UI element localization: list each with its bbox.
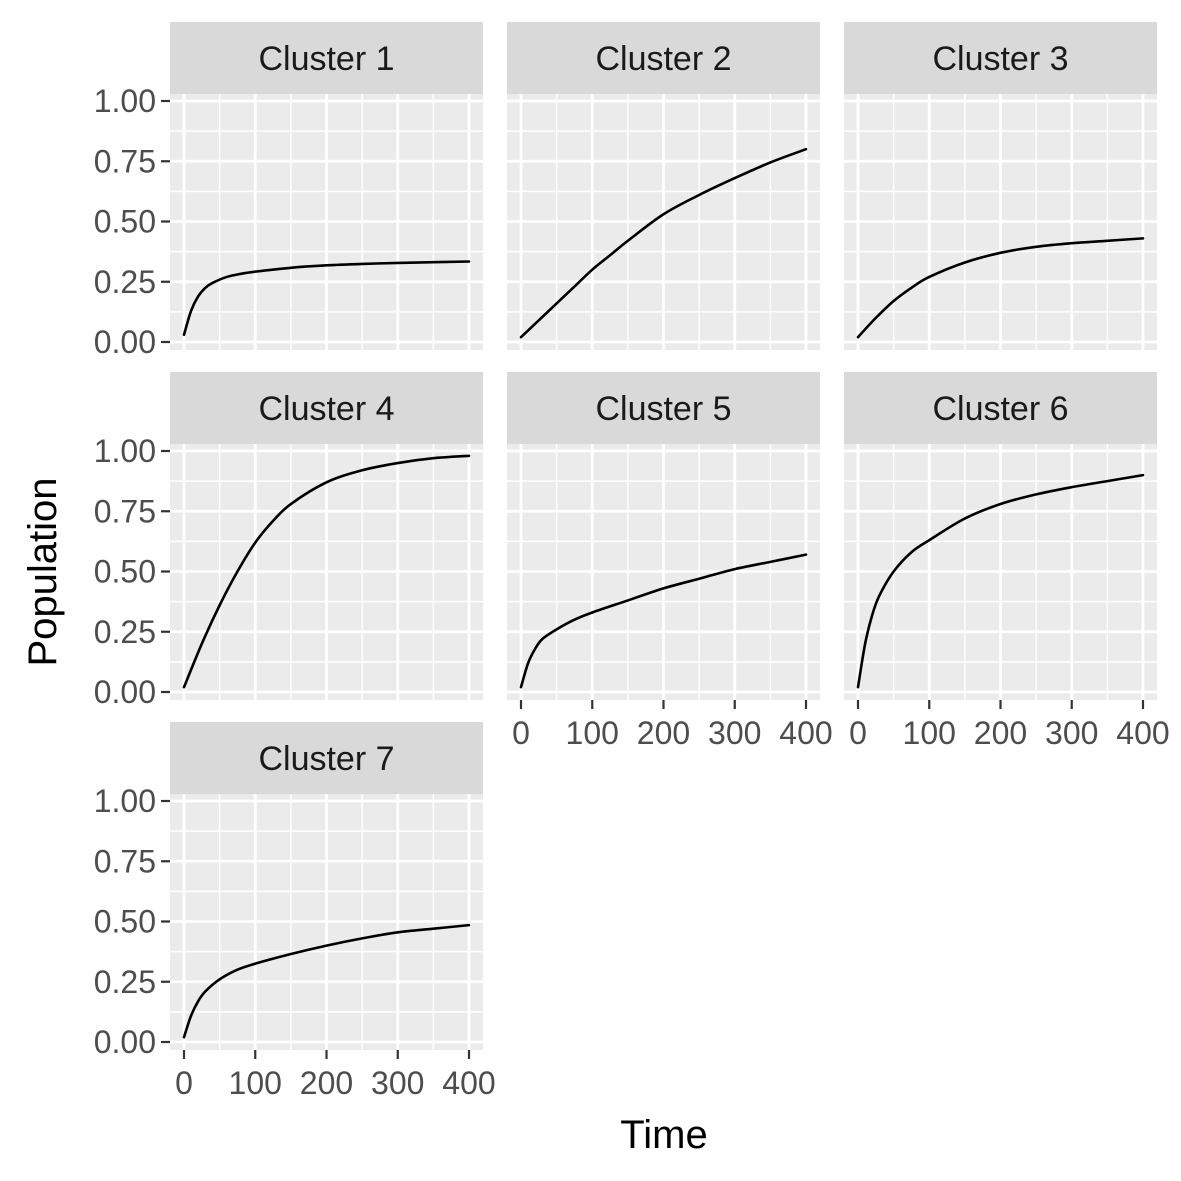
facet-cluster-6: Cluster 6 0 100 200 300 400: [844, 372, 1170, 751]
y-tick-label: 0.25: [94, 964, 156, 1000]
x-tick-label: 100: [229, 1065, 282, 1101]
series-line-cluster-1: [182, 260, 471, 337]
strip-label-cluster-7: Cluster 7: [258, 740, 394, 778]
y-tick-label: 1.00: [94, 783, 156, 819]
x-tick-label: 400: [779, 715, 832, 751]
strip-cluster-2: [507, 22, 820, 94]
strip-label-cluster-6: Cluster 6: [932, 390, 1068, 428]
series-line-cluster-7: [182, 923, 471, 1039]
strip-label-cluster-5: Cluster 5: [595, 390, 731, 428]
x-axis-title: Time: [620, 1113, 707, 1157]
y-tick-label: 0.50: [94, 554, 156, 590]
series-line-cluster-4: [182, 454, 471, 689]
x-tick-label: 0: [175, 1065, 193, 1101]
facet-cluster-7: Cluster 7 0.00 0.25 0.50 0.75 1.00 0 100 200 300 4…: [94, 722, 496, 1101]
y-tick-label: 1.00: [94, 83, 156, 119]
facet-cluster-1: Cluster 1 0.00 0.25 0.50 0.75 1.00: [94, 22, 483, 360]
x-tick-label: 200: [974, 715, 1027, 751]
y-tick-label: 1.00: [94, 433, 156, 469]
strip-label-cluster-1: Cluster 1: [258, 40, 394, 78]
x-tick-label: 200: [300, 1065, 353, 1101]
y-tick-label: 0.75: [94, 493, 156, 529]
x-tick-label: 400: [1116, 715, 1169, 751]
x-tick-label: 100: [903, 715, 956, 751]
series-line-cluster-3: [856, 237, 1145, 339]
y-tick-label: 0.75: [94, 143, 156, 179]
x-tick-label: 100: [566, 715, 619, 751]
x-tick-label: 300: [1045, 715, 1098, 751]
strip-cluster-1: [170, 22, 483, 94]
series-line-cluster-5: [519, 553, 808, 689]
strip-cluster-4: [170, 372, 483, 444]
y-tick-label: 0.00: [94, 324, 156, 360]
y-tick-label: 0.50: [94, 904, 156, 940]
x-tick-label: 200: [637, 715, 690, 751]
y-tick-label: 0.25: [94, 614, 156, 650]
y-tick-label: 0.50: [94, 204, 156, 240]
facet-panels: Cluster 1 0.00 0.25 0.50 0.75 1.00 Cluster 2 Cl…: [94, 22, 1170, 1101]
strip-label-cluster-4: Cluster 4: [258, 390, 394, 428]
strip-cluster-3: [844, 22, 1157, 94]
x-tick-label: 300: [708, 715, 761, 751]
x-tick-label: 300: [371, 1065, 424, 1101]
facet-cluster-3: Cluster 3: [844, 22, 1157, 350]
facet-cluster-2: Cluster 2: [507, 22, 820, 350]
y-axis-title: Population: [21, 477, 65, 666]
strip-label-cluster-3: Cluster 3: [932, 40, 1068, 78]
strip-cluster-7: [170, 722, 483, 794]
facet-cluster-4: Cluster 4 0.00 0.25 0.50 0.75 1.00: [94, 372, 483, 710]
x-tick-label: 0: [512, 715, 530, 751]
x-tick-label: 0: [849, 715, 867, 751]
strip-cluster-6: [844, 372, 1157, 444]
y-tick-label: 0.75: [94, 843, 156, 879]
strip-cluster-5: [507, 372, 820, 444]
y-tick-label: 0.00: [94, 1024, 156, 1060]
facet-cluster-5: Cluster 5 0 100 200 300 400: [507, 372, 833, 751]
strip-label-cluster-2: Cluster 2: [595, 40, 731, 78]
y-tick-label: 0.00: [94, 674, 156, 710]
series-line-cluster-2: [519, 147, 808, 339]
x-tick-label: 400: [442, 1065, 495, 1101]
y-tick-label: 0.25: [94, 264, 156, 300]
series-line-cluster-6: [856, 473, 1145, 689]
